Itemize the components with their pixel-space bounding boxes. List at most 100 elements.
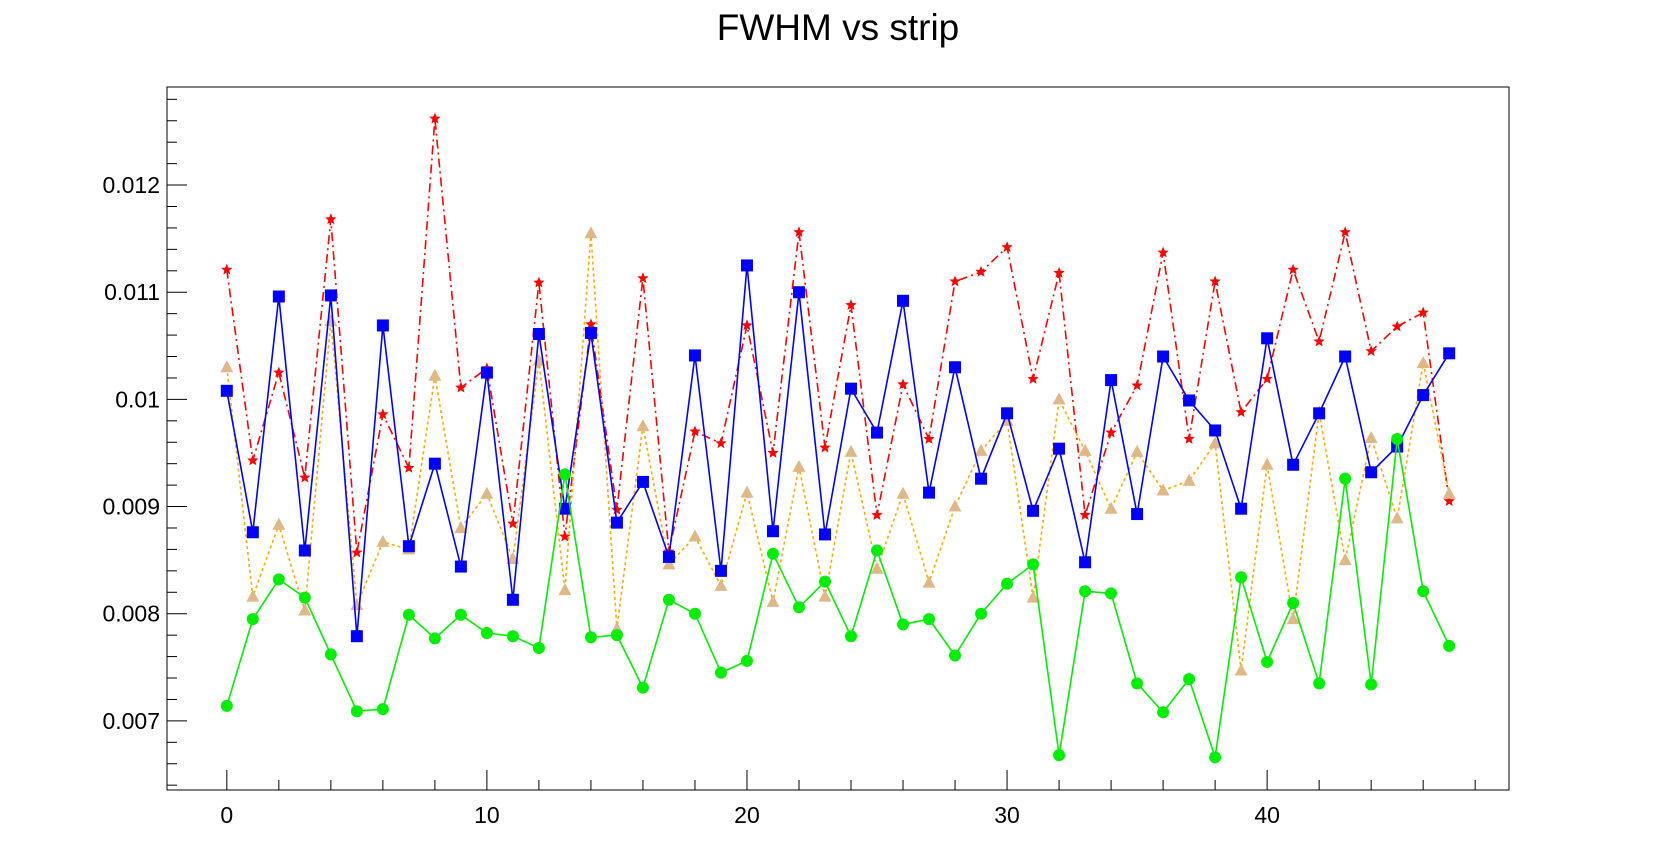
data-point xyxy=(949,275,961,287)
data-point xyxy=(1052,392,1066,405)
data-point xyxy=(767,447,779,458)
data-point xyxy=(298,544,311,557)
data-point xyxy=(376,319,389,332)
data-point xyxy=(688,349,701,362)
data-point xyxy=(351,546,363,558)
data-point xyxy=(844,444,858,457)
data-point xyxy=(402,540,415,553)
y-tick-label: 0.008 xyxy=(102,601,160,627)
data-point xyxy=(1234,663,1248,676)
y-tick-label: 0.011 xyxy=(104,279,160,305)
data-point xyxy=(1442,486,1456,499)
data-point xyxy=(636,681,649,694)
data-point xyxy=(1182,473,1196,486)
data-point xyxy=(480,366,493,379)
data-point xyxy=(507,517,519,529)
data-point xyxy=(559,530,571,542)
data-point xyxy=(923,486,936,499)
data-point xyxy=(429,112,441,124)
data-point xyxy=(1235,571,1248,584)
data-point xyxy=(558,583,572,596)
data-point xyxy=(1338,553,1352,566)
data-point xyxy=(350,598,364,611)
data-point xyxy=(1261,373,1273,384)
data-point xyxy=(792,601,805,614)
data-point xyxy=(1417,585,1430,598)
data-point xyxy=(1078,443,1092,456)
data-point xyxy=(584,326,597,339)
data-point xyxy=(455,381,467,393)
data-point xyxy=(766,594,780,607)
data-point xyxy=(299,471,311,483)
data-point xyxy=(766,525,779,538)
data-point xyxy=(532,642,545,655)
data-point xyxy=(246,589,260,602)
data-point xyxy=(221,263,233,275)
data-point xyxy=(714,578,728,591)
data-point xyxy=(1131,677,1144,690)
data-point xyxy=(1156,483,1170,496)
data-point xyxy=(688,607,701,620)
data-point xyxy=(324,289,337,302)
data-point xyxy=(975,265,987,277)
data-point xyxy=(949,361,962,374)
axes: 0 10 20 30 40 0.007 0.008 0.009 0.01 0.011 0.012 xyxy=(102,98,1476,828)
data-point xyxy=(585,318,597,330)
data-point xyxy=(845,382,858,395)
data-point xyxy=(1260,457,1274,470)
data-point xyxy=(1391,320,1403,332)
data-point xyxy=(272,290,285,303)
data-point xyxy=(324,648,337,661)
series-2 xyxy=(220,259,1456,643)
data-point xyxy=(1208,436,1222,449)
y-tick-label: 0.012 xyxy=(102,172,160,198)
data-point xyxy=(740,259,753,272)
x-tick-label: 0 xyxy=(220,802,233,828)
data-point xyxy=(1443,639,1456,652)
data-point xyxy=(1183,673,1196,686)
data-point xyxy=(246,613,259,626)
data-point xyxy=(480,486,494,499)
data-point xyxy=(1157,246,1169,258)
data-point xyxy=(1235,502,1248,515)
data-point xyxy=(689,425,701,437)
data-point xyxy=(350,705,363,718)
data-point xyxy=(1287,458,1300,471)
data-point xyxy=(818,589,832,602)
data-point xyxy=(428,368,442,381)
data-point xyxy=(376,703,389,716)
data-point xyxy=(1157,350,1170,363)
data-point xyxy=(922,575,936,588)
data-point xyxy=(376,534,390,547)
series-layer xyxy=(220,112,1456,764)
data-point xyxy=(818,528,831,541)
data-point xyxy=(1417,389,1430,402)
x-tick-label: 20 xyxy=(734,802,760,828)
data-point xyxy=(1131,508,1144,521)
data-point xyxy=(1001,241,1013,253)
data-point xyxy=(1209,424,1222,437)
data-point xyxy=(793,226,805,238)
data-point xyxy=(1390,511,1404,524)
data-point xyxy=(975,607,988,620)
series-line xyxy=(226,233,1450,671)
data-point xyxy=(1079,509,1091,520)
data-point xyxy=(1105,374,1118,387)
data-point xyxy=(818,575,831,588)
data-point xyxy=(558,468,571,481)
x-tick-label: 30 xyxy=(994,802,1020,828)
data-point xyxy=(1443,495,1455,506)
data-point xyxy=(662,550,675,563)
data-point xyxy=(246,526,259,539)
data-point xyxy=(506,630,519,643)
data-point xyxy=(1053,266,1065,278)
data-point xyxy=(272,573,285,586)
data-point xyxy=(1313,407,1326,420)
data-point xyxy=(428,632,441,645)
data-point xyxy=(1157,706,1170,719)
data-point xyxy=(220,699,233,712)
data-point xyxy=(637,272,649,284)
data-point xyxy=(1339,226,1351,238)
data-point xyxy=(871,509,883,520)
data-point xyxy=(1339,472,1352,485)
